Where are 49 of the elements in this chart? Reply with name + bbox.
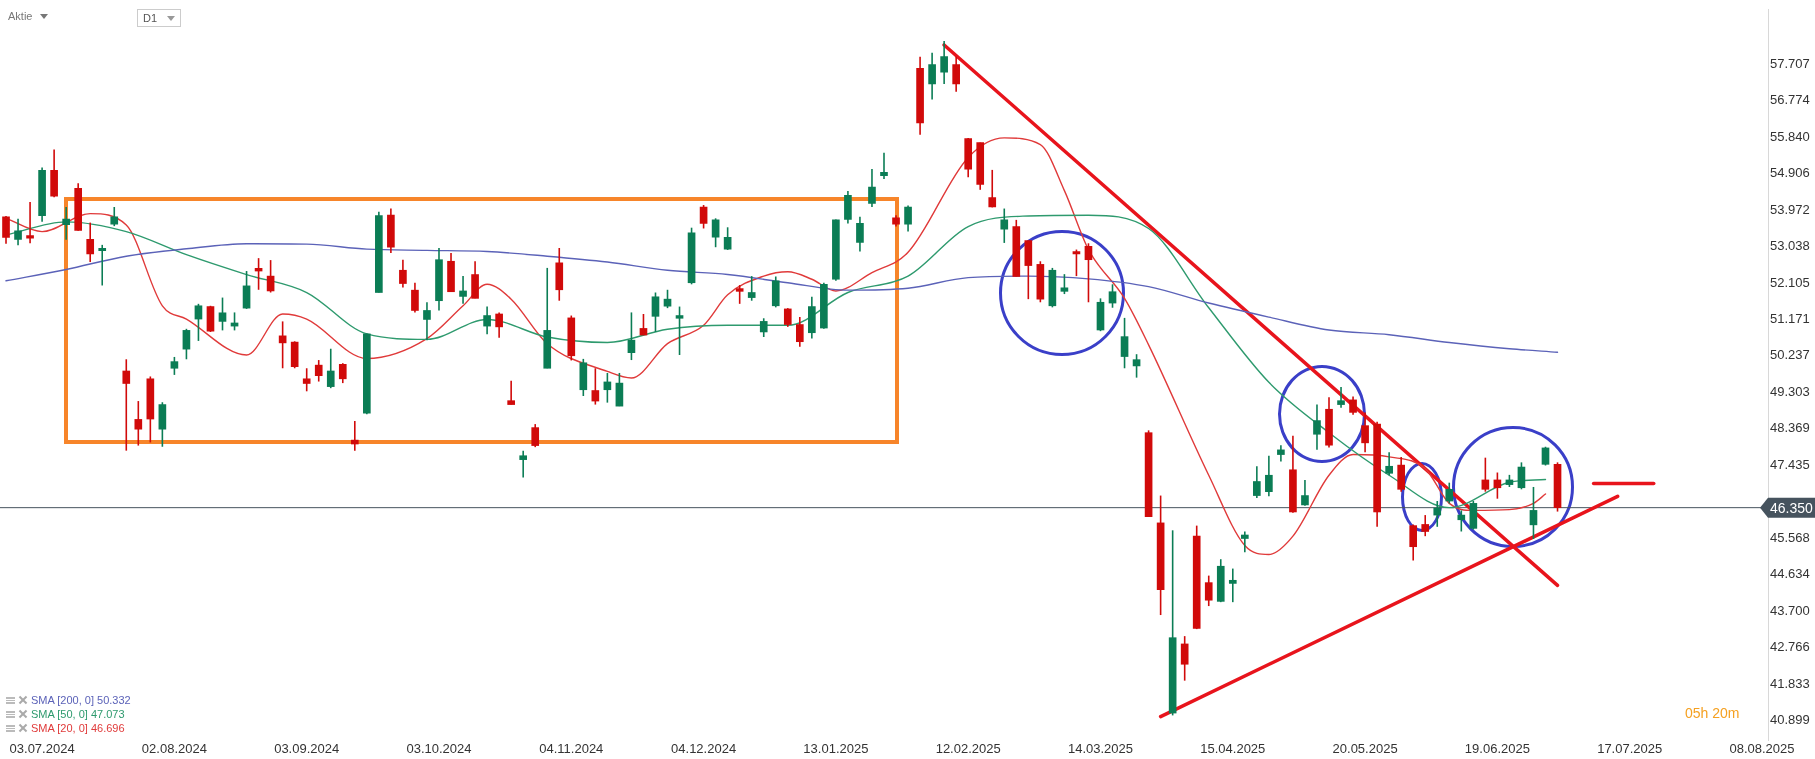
y-tick-label: 57.707 [1770,55,1810,71]
x-tick-label: 04.12.2024 [671,741,737,757]
x-tick-label: 15.04.2025 [1200,741,1266,757]
y-tick-label: 40.899 [1770,712,1810,728]
y-tick-label: 47.435 [1770,456,1810,472]
x-tick-label: 13.01.2025 [803,741,869,757]
annotation: D1 [143,12,158,24]
y-tick-label: 53.972 [1770,201,1810,217]
x-tick-label: 12.02.2025 [935,741,1001,757]
x-tick-label: 17.07.2025 [1597,741,1663,757]
candlestick [675,305,684,356]
annotation: Aktie [8,10,33,22]
candlestick [1180,635,1189,682]
y-tick-label: 41.833 [1770,675,1810,691]
y-tick-label: 56.774 [1770,92,1810,108]
annotation: 05h 20m [1685,705,1740,721]
candlestick [1024,239,1033,300]
x-tick-label: 08.08.2025 [1729,741,1795,757]
y-tick-label: 49.303 [1770,383,1810,399]
ref-line-label: 46.350 [1770,499,1814,516]
y-tick-label: 42.766 [1770,639,1810,655]
x-tick-label: 03.09.2024 [274,741,340,757]
x-tick-label: 14.03.2025 [1067,741,1134,757]
candlestick [1060,273,1069,295]
y-tick-label: 48.369 [1770,420,1810,436]
candlestick [134,400,143,447]
x-tick-label: 03.10.2024 [406,741,472,757]
y-tick-label: 45.568 [1770,529,1810,545]
x-tick-label: 02.08.2024 [141,741,207,757]
candlestick [579,358,588,397]
y-tick-label: 55.840 [1770,128,1810,144]
text: SMA [50, 0] 47.073 [31,708,125,720]
y-tick-label: 54.906 [1770,165,1810,181]
candlestick [26,201,34,245]
text: SMA [20, 0] 46.696 [31,722,125,734]
x-tick-label: 20.05.2025 [1332,741,1398,757]
y-tick-label: 52.105 [1770,274,1810,290]
x-tick-label: 04.11.2024 [539,741,604,757]
y-tick-label: 51.171 [1770,310,1810,326]
y-tick-label: 53.038 [1770,238,1810,254]
line-series [5,243,1559,353]
candlestick [302,367,311,393]
y-tick-label: 44.634 [1770,566,1810,582]
x-tick-label: 19.06.2025 [1464,741,1530,757]
y-tick-label: 43.700 [1770,602,1810,618]
candlestick [735,284,744,305]
y-tick-label: 50.237 [1770,347,1810,363]
text: SMA [200, 0] 50.332 [31,694,131,706]
x-tick-label: 03.07.2024 [9,741,75,757]
